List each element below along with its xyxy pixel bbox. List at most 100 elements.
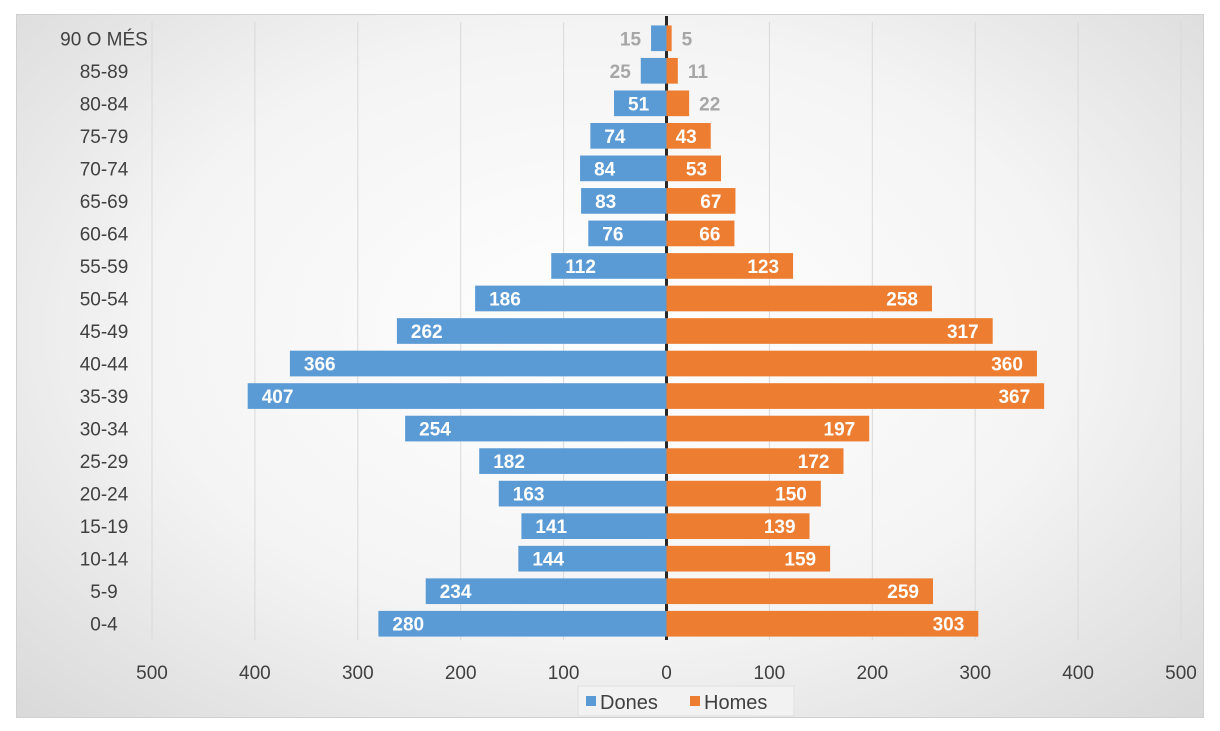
data-label-dones: 84 [594,159,616,180]
x-tick-label: 200 [445,663,477,684]
legend-swatch [690,696,700,706]
data-label-dones: 112 [565,257,596,278]
legend: Dones Homes [577,685,795,717]
data-label-homes: 67 [700,192,721,213]
x-tick-label: 200 [856,663,888,684]
category-label: 50-54 [80,289,129,310]
bar-dones [475,285,667,312]
data-label-dones: 15 [620,29,642,50]
data-label-dones: 83 [595,192,616,213]
data-label-dones: 76 [602,224,623,245]
data-label-homes: 123 [747,257,779,278]
category-label: 55-59 [80,257,129,278]
data-label-homes: 22 [699,94,720,115]
category-label: 85-89 [80,62,129,83]
bar-homes [666,253,794,279]
bar-homes [666,578,934,605]
category-label: 35-39 [80,387,129,408]
data-label-homes: 139 [764,517,796,538]
bar-homes [666,25,672,52]
data-labels: 280 234 144 141 163 182 254 407 366 262 186 112 76 83… [262,29,1030,635]
bar-homes [666,318,993,344]
category-label: 0-4 [90,615,118,636]
category-label: 5-9 [90,582,117,603]
data-label-homes: 360 [991,355,1023,376]
bar-dones [551,253,667,279]
category-label: 45-49 [80,322,129,343]
data-label-homes: 172 [798,452,830,473]
data-label-homes: 367 [998,387,1030,408]
data-label-homes: 66 [699,224,720,245]
category-labels: 0-4 5-9 10-14 15-19 20-24 25-29 30-34 35-39 40-4… [60,29,148,635]
bar-homes [666,220,735,247]
bar-dones [518,545,667,572]
bar-homes [666,57,678,84]
bar-homes [666,513,810,540]
x-tick-label: 0 [661,663,672,684]
data-label-homes: 43 [676,127,697,148]
data-label-homes: 317 [947,322,979,343]
category-label: 10-14 [80,550,129,571]
data-label-dones: 25 [610,62,632,83]
category-label: 15-19 [80,517,129,538]
bar-dones [378,610,667,637]
category-label: 65-69 [80,192,129,213]
category-label: 75-79 [80,127,129,148]
bar-homes [666,415,870,442]
bar-dones [581,188,667,214]
legend-box [577,685,795,717]
category-label: 30-34 [80,420,129,441]
bar-dones [521,513,667,540]
x-tick-label: 100 [548,663,580,684]
data-label-dones: 407 [262,387,294,408]
x-tick-label: 400 [239,663,271,684]
legend-label: Homes [704,692,767,714]
bar-homes [666,90,690,117]
data-label-dones: 366 [304,355,336,376]
data-label-dones: 144 [532,550,564,571]
bar-homes [666,188,736,214]
legend-swatch [586,696,596,706]
bar-dones [614,90,667,117]
x-tick-label: 500 [136,663,168,684]
data-label-dones: 262 [411,322,443,343]
x-tick-label: 100 [754,663,786,684]
bar-homes [666,480,821,507]
bar-dones [640,57,667,84]
data-label-homes: 5 [682,29,693,50]
bar-dones [651,25,667,52]
legend-label: Dones [600,692,658,714]
bars [247,25,1045,637]
data-label-dones: 280 [392,615,424,636]
bar-homes [666,155,722,182]
data-label-homes: 259 [887,582,919,603]
bar-dones [396,318,667,344]
bar-dones [479,448,667,474]
category-label: 80-84 [80,94,129,115]
data-label-dones: 182 [493,452,525,473]
data-label-homes: 197 [824,420,856,441]
bar-homes [666,122,711,149]
bar-homes [666,545,831,572]
data-label-dones: 163 [513,485,545,506]
category-label: 70-74 [80,159,129,180]
category-label: 60-64 [80,224,129,245]
x-tick-label: 500 [1165,663,1197,684]
bar-homes [666,350,1037,377]
data-label-dones: 186 [489,289,521,310]
data-label-homes: 11 [688,62,709,83]
bar-dones [289,350,667,377]
data-label-homes: 303 [933,615,965,636]
data-label-dones: 254 [419,420,451,441]
x-tick-labels: 500 400 300 200 100 0 100 200 300 400 500 [136,663,1197,684]
bar-dones [588,220,667,247]
category-label: 40-44 [80,355,129,376]
bar-dones [580,155,667,182]
data-label-dones: 74 [604,127,626,148]
x-tick-label: 300 [342,663,374,684]
category-label: 25-29 [80,452,129,473]
bar-homes [666,285,932,312]
category-label: 90 O MÉS [60,29,148,50]
bar-dones [405,415,667,442]
